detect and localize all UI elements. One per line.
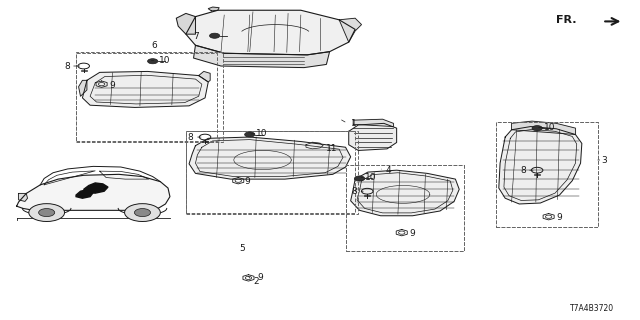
Polygon shape	[176, 13, 195, 34]
Polygon shape	[511, 121, 575, 134]
Polygon shape	[208, 7, 219, 11]
Text: 5: 5	[239, 244, 245, 253]
Text: T7A4B3720: T7A4B3720	[570, 304, 614, 313]
Bar	[495, 122, 598, 227]
Bar	[76, 53, 216, 141]
Bar	[76, 52, 223, 142]
Text: 1: 1	[351, 119, 356, 128]
Bar	[495, 122, 598, 227]
Polygon shape	[353, 119, 394, 126]
Bar	[186, 131, 355, 212]
Polygon shape	[186, 10, 355, 55]
Circle shape	[244, 132, 255, 137]
Polygon shape	[339, 18, 362, 42]
Polygon shape	[198, 71, 210, 82]
Text: 10: 10	[256, 129, 268, 138]
Text: 8: 8	[351, 187, 357, 196]
Polygon shape	[499, 126, 582, 204]
Bar	[346, 165, 464, 251]
Text: 9: 9	[109, 81, 115, 90]
Text: 10: 10	[543, 123, 555, 132]
Text: 9: 9	[410, 229, 415, 238]
Polygon shape	[79, 80, 87, 96]
Text: 8: 8	[188, 132, 193, 141]
Circle shape	[125, 204, 161, 221]
Circle shape	[532, 125, 542, 131]
Circle shape	[209, 33, 220, 38]
Text: 10: 10	[159, 56, 171, 65]
Text: FR.: FR.	[556, 15, 577, 25]
Polygon shape	[19, 194, 28, 201]
Text: 9: 9	[556, 213, 562, 222]
Polygon shape	[351, 170, 460, 216]
Text: 3: 3	[601, 156, 607, 164]
Circle shape	[38, 209, 55, 217]
Text: 2: 2	[253, 277, 259, 286]
Polygon shape	[76, 189, 93, 198]
Polygon shape	[349, 123, 397, 150]
Text: 4: 4	[385, 166, 391, 175]
Text: 10: 10	[365, 173, 376, 182]
Polygon shape	[193, 45, 330, 68]
Circle shape	[355, 176, 365, 181]
Text: 8: 8	[520, 166, 525, 175]
Text: 7: 7	[193, 32, 199, 41]
Bar	[346, 165, 464, 251]
Circle shape	[134, 209, 150, 217]
Polygon shape	[306, 142, 323, 149]
Polygon shape	[189, 137, 351, 179]
Text: 9: 9	[244, 177, 250, 186]
Text: 6: 6	[151, 41, 157, 50]
Polygon shape	[84, 183, 108, 193]
Text: 8: 8	[64, 61, 70, 70]
Polygon shape	[17, 174, 170, 210]
Circle shape	[29, 204, 65, 221]
Bar	[186, 131, 358, 214]
Polygon shape	[83, 71, 208, 108]
Text: 11: 11	[326, 144, 338, 153]
Circle shape	[148, 59, 158, 64]
Text: 9: 9	[257, 273, 263, 282]
